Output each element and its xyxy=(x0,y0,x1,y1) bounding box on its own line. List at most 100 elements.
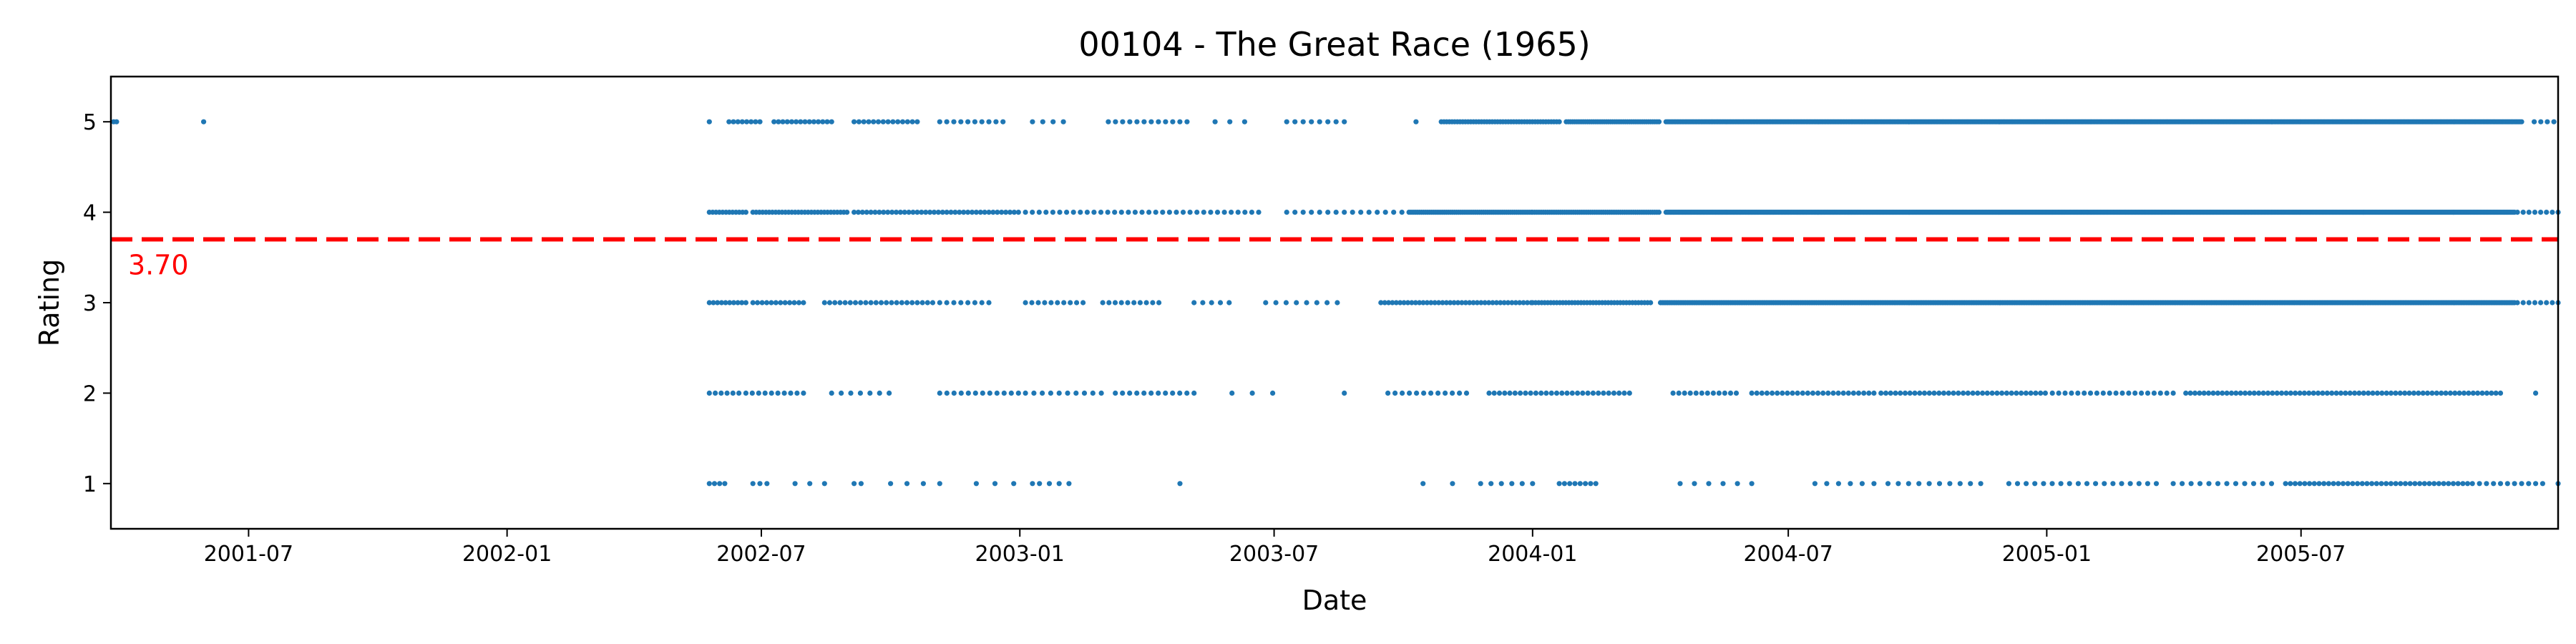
data-point xyxy=(2484,481,2489,487)
data-point xyxy=(1221,210,1227,215)
data-point xyxy=(914,210,920,215)
data-point xyxy=(1616,390,1622,396)
data-point xyxy=(1926,390,1932,396)
data-point xyxy=(1148,119,1154,125)
data-point xyxy=(931,210,937,215)
data-point xyxy=(2345,481,2351,487)
data-point xyxy=(759,300,765,306)
data-point xyxy=(1749,390,1755,396)
data-point xyxy=(961,210,967,215)
data-point xyxy=(1212,119,1218,125)
data-point xyxy=(1065,390,1070,396)
data-point xyxy=(2343,390,2348,396)
data-point xyxy=(1120,390,1126,396)
data-point xyxy=(909,300,915,306)
data-point xyxy=(1113,390,1118,396)
data-point xyxy=(2197,481,2203,487)
data-point xyxy=(863,300,869,306)
data-point xyxy=(2347,390,2353,396)
data-point xyxy=(2497,390,2504,396)
data-point xyxy=(2058,481,2064,487)
rating-4-points xyxy=(706,210,2561,215)
data-point xyxy=(899,119,906,125)
data-point xyxy=(1759,390,1765,396)
data-point xyxy=(2126,390,2132,396)
data-point xyxy=(1601,390,1606,396)
data-point xyxy=(2417,481,2423,487)
data-point xyxy=(2215,390,2220,396)
data-point xyxy=(1118,300,1124,306)
data-point xyxy=(1061,300,1067,306)
data-point xyxy=(1414,390,1420,396)
data-point xyxy=(2388,481,2394,487)
data-point xyxy=(986,210,992,215)
data-point xyxy=(1030,119,1035,125)
data-point xyxy=(1214,210,1221,215)
data-point xyxy=(1451,300,1457,306)
data-point xyxy=(2402,481,2409,487)
data-point xyxy=(1917,390,1923,396)
data-point xyxy=(1118,210,1124,215)
data-point xyxy=(1443,300,1449,306)
data-point xyxy=(769,300,774,306)
data-point xyxy=(2024,481,2029,487)
data-point xyxy=(2464,481,2471,487)
data-point xyxy=(2265,390,2271,396)
data-point xyxy=(2113,390,2119,396)
data-point xyxy=(2532,210,2538,215)
data-point xyxy=(2475,390,2481,396)
data-point xyxy=(1428,390,1434,396)
data-point xyxy=(1273,300,1279,306)
data-point xyxy=(844,210,850,215)
data-point xyxy=(2311,481,2317,487)
data-point xyxy=(973,481,979,487)
data-point xyxy=(1443,390,1448,396)
data-point xyxy=(2100,390,2106,396)
data-point xyxy=(1074,300,1080,306)
data-point xyxy=(743,210,748,215)
data-point xyxy=(2270,390,2275,396)
data-point xyxy=(2350,481,2356,487)
data-point xyxy=(1050,119,1056,125)
data-point xyxy=(1229,210,1234,215)
data-point xyxy=(1270,390,1276,396)
data-point xyxy=(2028,390,2034,396)
data-point xyxy=(711,481,718,487)
data-point xyxy=(1300,210,1306,215)
data-point xyxy=(839,390,844,396)
data-point xyxy=(1170,119,1176,125)
data-point xyxy=(1463,390,1470,396)
data-point xyxy=(2545,119,2550,125)
data-point xyxy=(979,119,985,125)
data-point xyxy=(1498,300,1503,306)
data-point xyxy=(750,300,756,306)
x-tick-label: 2004-01 xyxy=(1488,542,1577,567)
data-point xyxy=(1139,210,1145,215)
data-point xyxy=(2087,390,2094,396)
data-point xyxy=(1716,390,1722,396)
data-point xyxy=(2333,390,2339,396)
data-point xyxy=(1448,300,1453,306)
x-tick-label: 2004-07 xyxy=(1743,542,1833,567)
data-point xyxy=(1105,210,1111,215)
data-point xyxy=(2514,210,2520,215)
data-point xyxy=(2206,481,2212,487)
data-point xyxy=(1177,390,1183,396)
data-point xyxy=(1893,390,1898,396)
data-point xyxy=(2274,390,2280,396)
data-point xyxy=(1007,210,1013,215)
data-point xyxy=(1978,481,1984,487)
data-point xyxy=(1498,481,1504,487)
data-point xyxy=(982,210,987,215)
data-point xyxy=(848,390,854,396)
data-point xyxy=(994,390,1000,396)
data-point xyxy=(2224,481,2230,487)
data-point xyxy=(951,119,957,125)
data-point xyxy=(2398,481,2404,487)
x-tick-label: 2003-07 xyxy=(1229,542,1319,567)
data-point xyxy=(880,119,886,125)
data-point xyxy=(894,300,899,306)
data-point xyxy=(2484,390,2489,396)
data-point xyxy=(1440,300,1445,306)
data-point xyxy=(788,390,794,396)
